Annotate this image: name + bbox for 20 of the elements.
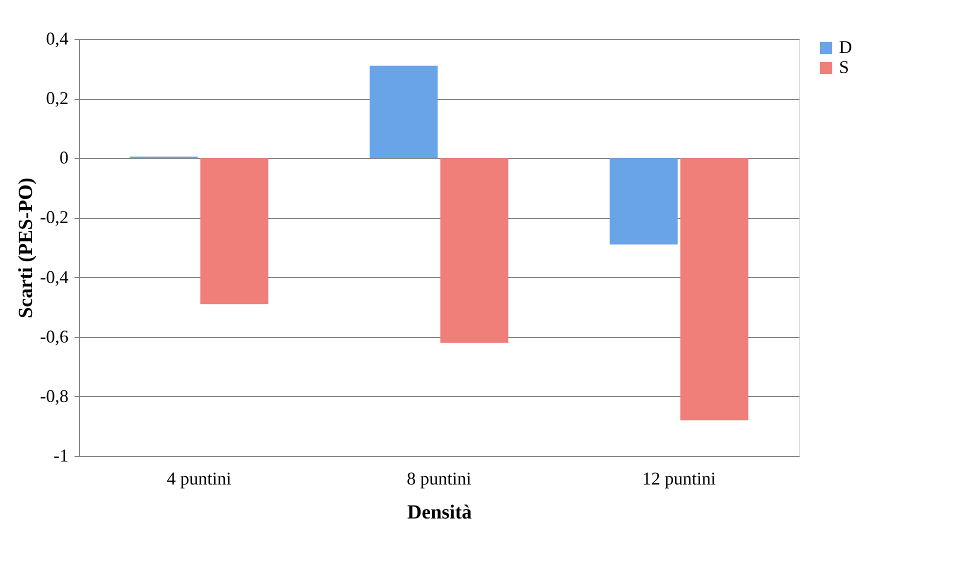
legend-label: D [839, 37, 852, 57]
x-tick-label: 12 puntini [642, 468, 716, 488]
y-tick-label: 0,4 [46, 28, 68, 48]
y-tick-label: 0 [60, 148, 68, 168]
bar [440, 158, 508, 343]
y-tick-label: 0,2 [46, 88, 68, 108]
x-axis-title: Densità [407, 502, 472, 524]
legend-label: S [839, 57, 850, 77]
bar [680, 158, 748, 420]
y-tick-label: -0,2 [40, 207, 68, 228]
y-tick-label: -0,4 [40, 266, 68, 287]
bar [200, 158, 268, 304]
y-tick-label: -0,8 [40, 386, 68, 406]
y-tick-label: -1 [54, 446, 68, 466]
x-tick-label: 4 puntini [166, 468, 232, 488]
bar [610, 158, 678, 245]
bar [370, 66, 438, 158]
x-tick-label: 8 puntini [406, 468, 472, 488]
y-axis-title: Scarti (PES-PO) [15, 178, 38, 318]
y-tick-label: -0,6 [40, 326, 68, 346]
